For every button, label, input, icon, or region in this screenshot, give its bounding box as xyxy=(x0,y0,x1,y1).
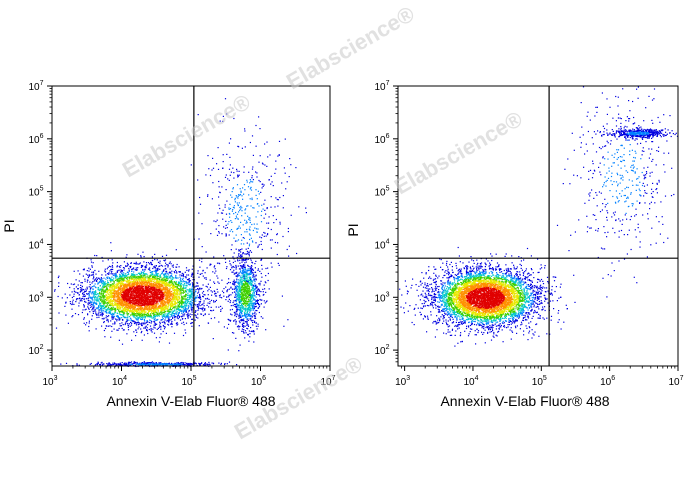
flow-plot-left: 103 104 105 106 107 102 103 104 105 106 107 Annex… xyxy=(1,80,336,409)
y-tick: 104 xyxy=(374,238,398,251)
dot-cloud xyxy=(54,98,307,368)
y-tick-label: 105 xyxy=(28,186,43,199)
y-axis-label: PI xyxy=(345,223,361,236)
y-axis-label: PI xyxy=(1,219,17,232)
y-tick: 105 xyxy=(374,186,398,199)
x-tick: 103 xyxy=(42,366,58,388)
x-tick-label: 106 xyxy=(251,375,266,388)
x-tick-label: 107 xyxy=(668,375,683,388)
y-tick: 105 xyxy=(28,186,52,199)
y-tick: 107 xyxy=(28,80,52,93)
y-axis-ticks: 102 103 104 105 106 107 xyxy=(374,80,398,363)
y-tick-label: 104 xyxy=(374,238,389,251)
x-tick-label: 104 xyxy=(112,375,127,388)
y-tick-label: 105 xyxy=(374,186,389,199)
y-tick-label: 107 xyxy=(28,80,43,93)
x-tick-label: 103 xyxy=(42,375,57,388)
y-tick: 103 xyxy=(28,291,52,304)
x-tick: 106 xyxy=(251,366,266,388)
x-tick-label: 106 xyxy=(600,375,615,388)
x-axis-ticks: 103 104 105 106 107 xyxy=(395,366,684,388)
y-tick-label: 102 xyxy=(374,344,389,357)
x-tick-label: 105 xyxy=(532,375,547,388)
x-tick: 104 xyxy=(463,366,479,388)
y-tick-label: 103 xyxy=(374,291,389,304)
x-tick: 106 xyxy=(600,366,615,388)
x-axis-label: Annexin V-Elab Fluor® 488 xyxy=(440,393,609,409)
y-tick-label: 104 xyxy=(28,238,43,251)
y-tick-label: 102 xyxy=(28,344,43,357)
x-tick: 103 xyxy=(395,366,410,388)
x-tick-label: 103 xyxy=(395,375,410,388)
y-tick: 102 xyxy=(28,344,52,357)
x-axis-label: Annexin V-Elab Fluor® 488 xyxy=(106,393,275,409)
watermark-text: Elabscience® xyxy=(282,1,419,94)
y-tick-label: 103 xyxy=(28,291,43,304)
x-tick: 105 xyxy=(532,366,547,388)
y-tick-label: 107 xyxy=(374,80,389,93)
watermark-text: Elabscience® xyxy=(390,106,527,199)
x-tick: 107 xyxy=(668,366,684,388)
y-tick: 103 xyxy=(374,291,398,304)
y-tick: 104 xyxy=(28,238,52,251)
watermark-text: Elabscience® xyxy=(118,89,255,182)
y-tick-label: 106 xyxy=(374,133,389,146)
y-tick: 107 xyxy=(374,80,398,93)
y-tick: 106 xyxy=(374,133,398,146)
y-tick-label: 106 xyxy=(28,133,43,146)
y-tick: 102 xyxy=(374,344,398,357)
x-axis-ticks: 103 104 105 106 107 xyxy=(42,366,336,388)
x-tick: 105 xyxy=(181,366,197,388)
x-tick-label: 104 xyxy=(463,375,478,388)
x-tick-label: 105 xyxy=(181,375,196,388)
y-axis-ticks: 102 103 104 105 106 107 xyxy=(28,80,52,363)
y-tick: 106 xyxy=(28,133,52,146)
dot-cloud xyxy=(399,86,679,347)
x-tick: 104 xyxy=(112,366,127,388)
